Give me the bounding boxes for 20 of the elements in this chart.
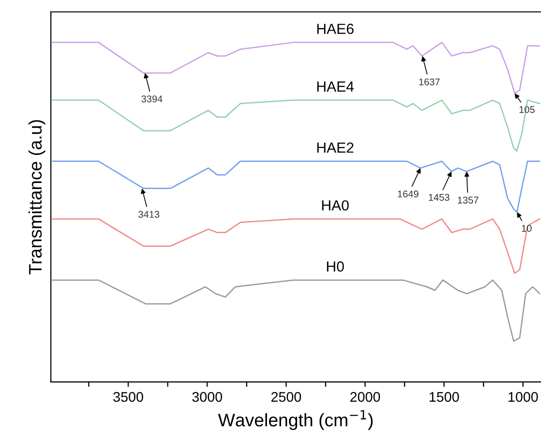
x-tick-label: 1000 <box>508 392 538 402</box>
series-label: HAE6 <box>317 24 354 34</box>
y-axis-title: Transmittance (a.u) <box>28 120 46 274</box>
x-tick-label: 3000 <box>192 392 222 402</box>
annotation: 1357 <box>458 196 478 204</box>
annotation: 105 <box>520 106 535 113</box>
x-tick-label: 2000 <box>350 392 380 402</box>
series-label: HAE4 <box>317 82 354 92</box>
series-label: HAE2 <box>317 142 354 153</box>
x-tick-label: 2500 <box>271 392 302 402</box>
annotation: 1637 <box>419 78 440 86</box>
annotation: 1649 <box>398 190 418 198</box>
x-tick-label: 3500 <box>113 392 144 402</box>
series-label: HA0 <box>322 200 349 211</box>
x-tick-label: 1500 <box>430 392 459 402</box>
annotation: 3394 <box>141 95 162 102</box>
annotation: 1453 <box>428 194 450 201</box>
annotation: 3413 <box>138 210 160 218</box>
x-axis-title: Wavelength (cm$^{−1}$) <box>218 410 373 430</box>
series-label: H0 <box>327 261 344 272</box>
